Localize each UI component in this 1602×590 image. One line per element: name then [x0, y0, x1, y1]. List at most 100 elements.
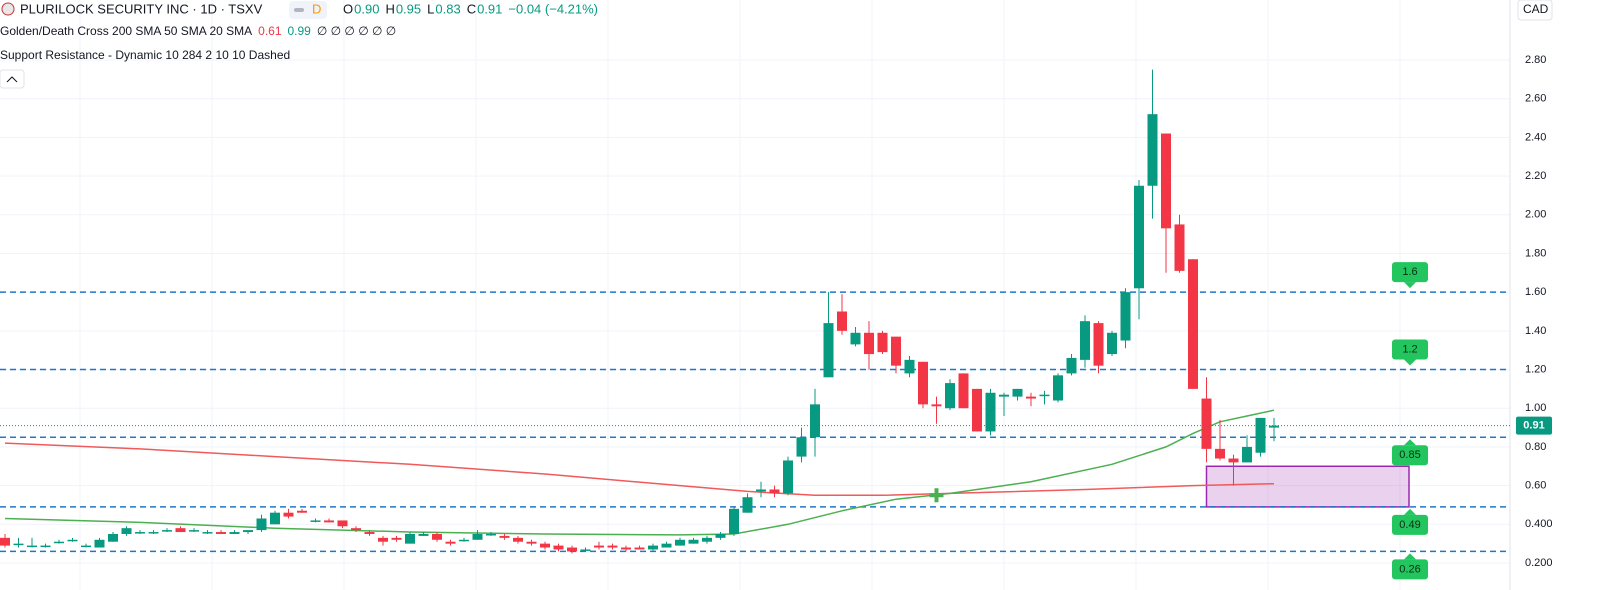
golden-cross — [929, 488, 944, 503]
currency-button[interactable] — [1517, 0, 1553, 21]
candle-body — [256, 518, 267, 531]
candle-body — [526, 541, 537, 544]
candle-body — [135, 532, 145, 534]
candle-body — [40, 545, 51, 548]
candle-body — [715, 533, 726, 538]
y-tick-label: 1.40 — [1525, 325, 1546, 337]
level-tag-label: 0.26 — [1399, 563, 1420, 575]
candle-body — [54, 541, 64, 544]
candle-body — [918, 361, 928, 405]
y-tick-label: 1.20 — [1525, 363, 1546, 375]
indicator-name[interactable]: Golden/Death Cross 200 SMA 50 SMA 20 SMA — [0, 24, 252, 38]
candle-body — [216, 532, 226, 534]
ohlc-value: 0.90 — [354, 1, 379, 16]
zone — [1205, 465, 1410, 508]
candle-body — [499, 535, 510, 538]
candle-body — [891, 336, 901, 366]
candle-body — [540, 543, 550, 548]
candle-body — [1228, 458, 1239, 463]
symbol-title[interactable]: PLURILOCK SECURITY INC · 1D · TSXV — [20, 1, 263, 16]
price-label: 0.91 — [1523, 420, 1544, 432]
y-tick-label: 2.80 — [1525, 54, 1546, 66]
candle-body — [837, 311, 847, 331]
currency: CAD — [1523, 2, 1549, 16]
candle-body — [999, 394, 1009, 397]
y-tick-label: 1.60 — [1525, 286, 1546, 298]
candle-body — [742, 497, 753, 513]
candle-body — [850, 332, 861, 345]
level-tag — [1392, 445, 1428, 466]
candle-body — [1012, 388, 1023, 397]
candle-body — [202, 532, 213, 534]
candle-body — [459, 539, 469, 542]
candle-body — [1066, 357, 1077, 374]
interval-badge[interactable] — [289, 1, 327, 19]
candle-body — [567, 547, 577, 552]
y-tick-label: 0.200 — [1525, 557, 1553, 569]
ohlc-value: 0.83 — [435, 1, 460, 16]
candle-body — [1147, 114, 1158, 186]
level-tag — [1392, 559, 1428, 580]
candle-body — [1188, 259, 1198, 389]
candle-body — [270, 512, 280, 525]
level-tag-pointer — [1404, 508, 1416, 515]
candle-body — [337, 520, 348, 527]
candle-body — [1107, 332, 1117, 355]
candle-body — [756, 489, 766, 492]
ohlc-label: L — [427, 1, 434, 16]
y-tick-label: 0.400 — [1525, 518, 1553, 530]
sma-line — [4, 409, 1275, 536]
candle-body — [0, 537, 10, 546]
level-tag-label: 1.6 — [1402, 266, 1417, 278]
ohlc-label: C — [467, 1, 476, 16]
candle-body — [796, 437, 807, 457]
candle-body — [621, 547, 631, 550]
candle-body — [729, 508, 739, 534]
candle-body — [13, 543, 24, 546]
candle-body — [1093, 323, 1104, 366]
indicator-value: 0.61 — [258, 24, 282, 38]
candle-body — [958, 373, 969, 409]
level-tag-pointer — [1404, 359, 1416, 366]
ohlc-label: H — [385, 1, 394, 16]
candle-body — [162, 530, 172, 532]
candle-body — [1255, 417, 1266, 453]
collapse-button[interactable] — [0, 69, 25, 89]
candle-body — [310, 520, 321, 522]
candle-body — [648, 545, 658, 550]
candle-body — [1080, 321, 1090, 360]
candle-body — [1026, 396, 1036, 399]
y-tick-label: 2.40 — [1525, 131, 1546, 143]
candle-body — [688, 539, 699, 544]
candle-body — [445, 541, 456, 544]
candle-body — [229, 532, 240, 534]
y-tick-label: 1.80 — [1525, 247, 1546, 259]
sma-line — [4, 442, 1275, 497]
candle-body — [121, 528, 132, 534]
candle-body — [1242, 446, 1252, 463]
indicator-name[interactable]: Support Resistance - Dynamic 10 284 2 10… — [0, 48, 290, 62]
candle-body — [243, 530, 253, 533]
collapse-icon — [6, 76, 18, 83]
candle-body — [351, 528, 361, 531]
candle-body — [607, 545, 618, 548]
y-tick-label: 2.00 — [1525, 209, 1546, 221]
candle-body — [324, 520, 334, 523]
candle-body — [553, 545, 564, 550]
indicator-value: 0.99 — [288, 24, 312, 38]
level-tag-label: 0.85 — [1399, 449, 1420, 461]
change: −0.04 (−4.21%) — [508, 1, 598, 16]
candle-body — [94, 539, 105, 548]
candle-body — [904, 359, 915, 374]
level-tag-pointer — [1404, 553, 1416, 560]
level-tag-label: 1.2 — [1402, 343, 1417, 355]
candle-body — [81, 545, 91, 548]
candle-body — [945, 383, 955, 409]
ohlc-label: O — [343, 1, 353, 16]
candle-body — [175, 528, 186, 533]
price-label-bg — [1516, 416, 1552, 435]
badge-icon — [294, 8, 304, 12]
candle-body — [580, 549, 591, 551]
candle-body — [283, 512, 294, 517]
